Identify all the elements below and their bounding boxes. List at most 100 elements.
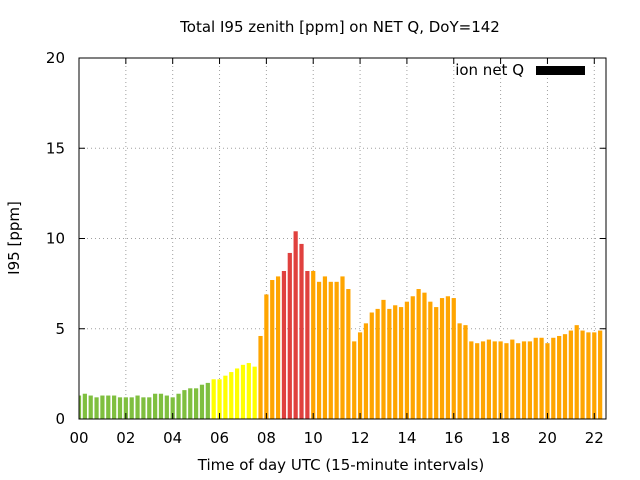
x-tick-label: 08 [257,429,276,447]
bar [188,388,193,419]
x-tick-label: 18 [491,429,510,447]
bar [346,289,351,419]
bar [287,252,292,419]
bar [217,379,222,419]
bar [527,341,532,419]
bar [281,270,287,419]
bar [328,281,333,419]
bar [211,379,216,419]
bar [176,393,181,419]
bar [158,393,164,419]
bar [387,308,392,419]
x-tick-label: 02 [116,429,135,447]
bar [504,343,509,419]
bar [246,363,251,419]
bar [94,397,99,419]
bar [521,341,527,419]
bar [79,395,82,419]
x-tick-label: 14 [397,429,416,447]
bar [322,276,328,419]
bar [182,390,187,419]
bar [498,341,503,419]
bar [475,343,480,419]
bar [463,325,468,419]
bar [258,335,263,419]
bar [533,337,538,419]
bar [153,393,158,419]
ticks [78,57,606,420]
bar [428,301,433,419]
y-tick-label: 15 [46,139,65,157]
bar [381,299,386,419]
x-tick-label: 04 [163,429,182,447]
bar [445,296,451,419]
bar [510,339,515,419]
bar [469,341,474,419]
bar [270,280,275,419]
bar [106,395,111,419]
bar [492,341,497,419]
bar [194,388,199,419]
bar [316,281,322,419]
bar [352,341,357,419]
y-tick-label: 20 [46,49,65,67]
bar [369,312,374,419]
bar [299,243,304,419]
bar [293,231,298,419]
chart-title: Total I95 zenith [ppm] on NET Q, DoY=142 [179,18,500,36]
bar [398,307,404,419]
bar [580,330,585,419]
bar [516,343,521,419]
bar [205,382,210,419]
bar [164,395,169,419]
bar [404,301,410,419]
bar [82,393,87,419]
bar [170,397,175,419]
bar [305,270,310,419]
bar [592,332,597,419]
bar [141,397,146,419]
bar [88,395,93,419]
bar [598,330,603,419]
bar [234,368,240,419]
y-axis-label: I95 [ppm] [5,201,23,275]
x-tick-label: 22 [585,429,604,447]
bar [545,343,550,419]
bar [112,395,117,419]
legend-label: ion net Q [455,61,524,79]
x-tick-labels: 00 02 04 06 08 10 12 14 16 18 20 22 [69,429,603,447]
bar [199,384,205,419]
bar [434,307,439,419]
bar [551,337,556,419]
bar [439,298,445,419]
bar [275,276,281,419]
x-axis-label: Time of day UTC (15-minute intervals) [197,456,484,474]
bar [340,276,345,419]
bar [229,372,234,419]
bar [451,298,456,419]
bar [410,296,415,419]
bar [117,397,123,419]
bar [334,281,339,419]
bar [223,375,228,419]
bar [311,270,316,419]
bar [416,289,421,419]
x-tick-label: 20 [538,429,557,447]
bar [123,397,128,419]
bar [240,364,246,419]
x-tick-label: 00 [69,429,88,447]
x-tick-label: 10 [304,429,323,447]
bar [557,335,562,419]
bar [363,323,369,419]
bar [574,325,579,419]
bar [480,341,486,419]
bar [457,323,462,419]
bar [539,337,544,419]
bar [264,294,269,419]
bar [422,292,427,419]
y-tick-labels: 0 5 10 15 20 [46,49,65,428]
y-tick-label: 10 [46,230,65,248]
y-tick-label: 5 [55,320,65,338]
x-tick-label: 06 [210,429,229,447]
